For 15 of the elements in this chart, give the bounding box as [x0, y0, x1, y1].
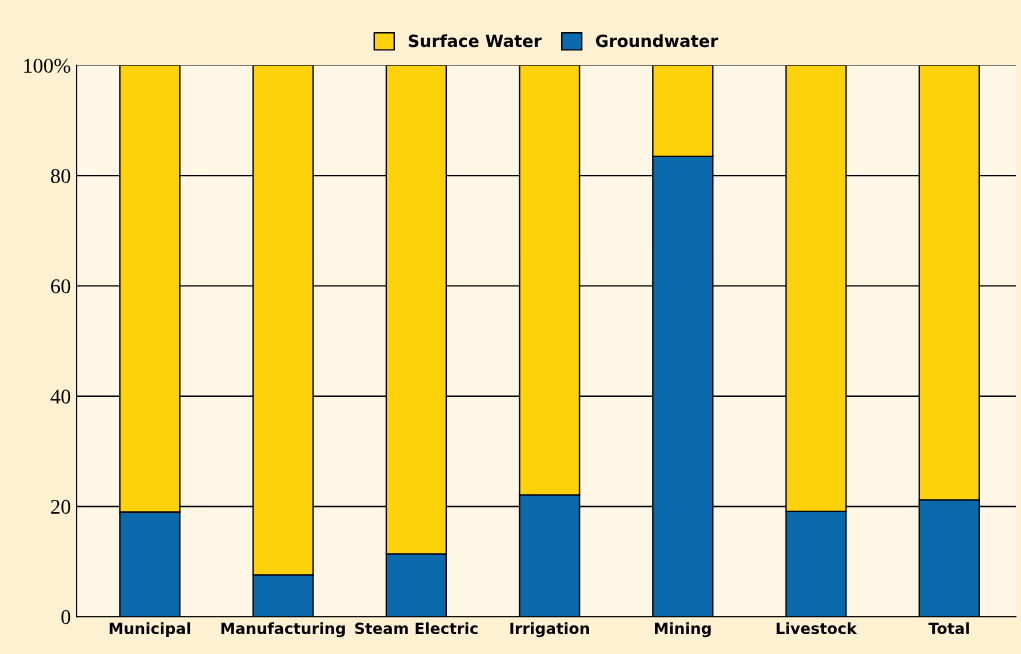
x-tick-label: Manufacturing [221, 622, 345, 638]
y-tick-label: 100% [24, 58, 71, 73]
x-tick-label: Municipal [109, 622, 191, 638]
x-tick-label: Total [928, 622, 969, 635]
x-tick-label: Steam Electric [355, 622, 478, 635]
y-tick-label: 80 [50, 169, 71, 184]
x-tick-label: Mining [655, 622, 711, 638]
y-tick-label: 20 [51, 499, 71, 514]
x-tick-label: Livestock [776, 622, 858, 635]
legend-label: Surface Water [408, 34, 542, 48]
y-tick-label: 40 [50, 389, 71, 404]
y-tick-label: 0 [61, 610, 71, 625]
x-tick-label: Irrigation [510, 622, 589, 638]
y-tick-label: 60 [51, 279, 71, 294]
legend-label: Groundwater [595, 34, 719, 48]
